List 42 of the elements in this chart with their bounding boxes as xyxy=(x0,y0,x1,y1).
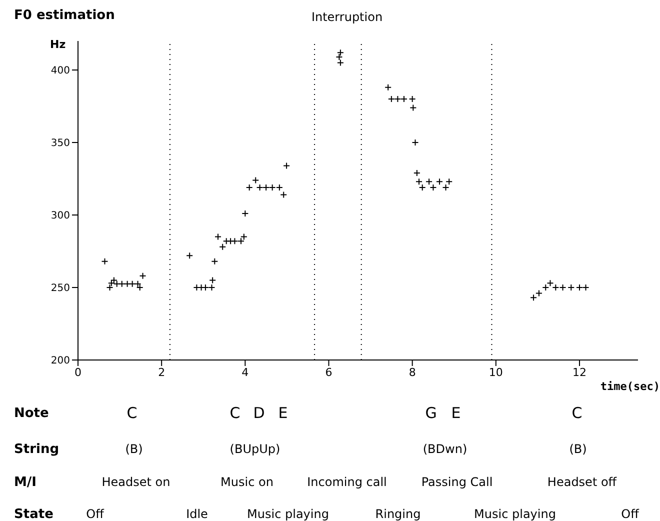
x-tick-label: 10 xyxy=(488,366,503,379)
text: Idle xyxy=(186,507,208,521)
text: State xyxy=(14,507,54,521)
text: Headset off xyxy=(547,475,617,489)
text: Music playing xyxy=(474,507,556,521)
text: Interruption xyxy=(311,10,383,24)
text: C xyxy=(126,404,138,422)
text: D xyxy=(253,404,265,422)
text: Passing Call xyxy=(421,475,493,489)
x-tick-label: 6 xyxy=(325,366,332,379)
text: (BUpUp) xyxy=(230,442,280,456)
text: Ringing xyxy=(375,507,421,521)
text: Note xyxy=(14,406,49,421)
x-axis-title: time(sec) xyxy=(600,380,660,393)
text: Off xyxy=(86,507,104,521)
text: Headset on xyxy=(102,475,170,489)
x-tick-label: 4 xyxy=(242,366,249,379)
y-tick-label: 350 xyxy=(50,138,70,150)
y-tick-label: 400 xyxy=(50,66,70,77)
text: Music on xyxy=(220,475,274,489)
y-tick-label: 300 xyxy=(50,210,70,222)
text: Incoming call xyxy=(307,475,387,489)
text: Off xyxy=(621,507,639,521)
text: (B) xyxy=(569,442,587,456)
x-tick-label: 0 xyxy=(74,366,82,379)
y-tick-label: 250 xyxy=(50,283,70,294)
text: C xyxy=(572,404,582,422)
text: (BDwn) xyxy=(422,442,468,456)
text: (B) xyxy=(125,442,143,456)
text: String xyxy=(14,442,60,457)
y-tick-label: 200 xyxy=(50,356,70,367)
x-tick-label: 12 xyxy=(572,366,586,379)
text: E xyxy=(451,404,461,422)
text: G xyxy=(425,404,437,422)
text: Music playing xyxy=(247,507,329,521)
x-tick-label: 2 xyxy=(158,366,166,379)
text: C xyxy=(230,404,240,422)
x-tick-label: 8 xyxy=(408,366,416,379)
chart-title: F0 estimation xyxy=(14,8,115,23)
text: E xyxy=(278,404,288,422)
text: M/I xyxy=(14,475,37,490)
y-axis-title: Hz xyxy=(50,38,66,51)
